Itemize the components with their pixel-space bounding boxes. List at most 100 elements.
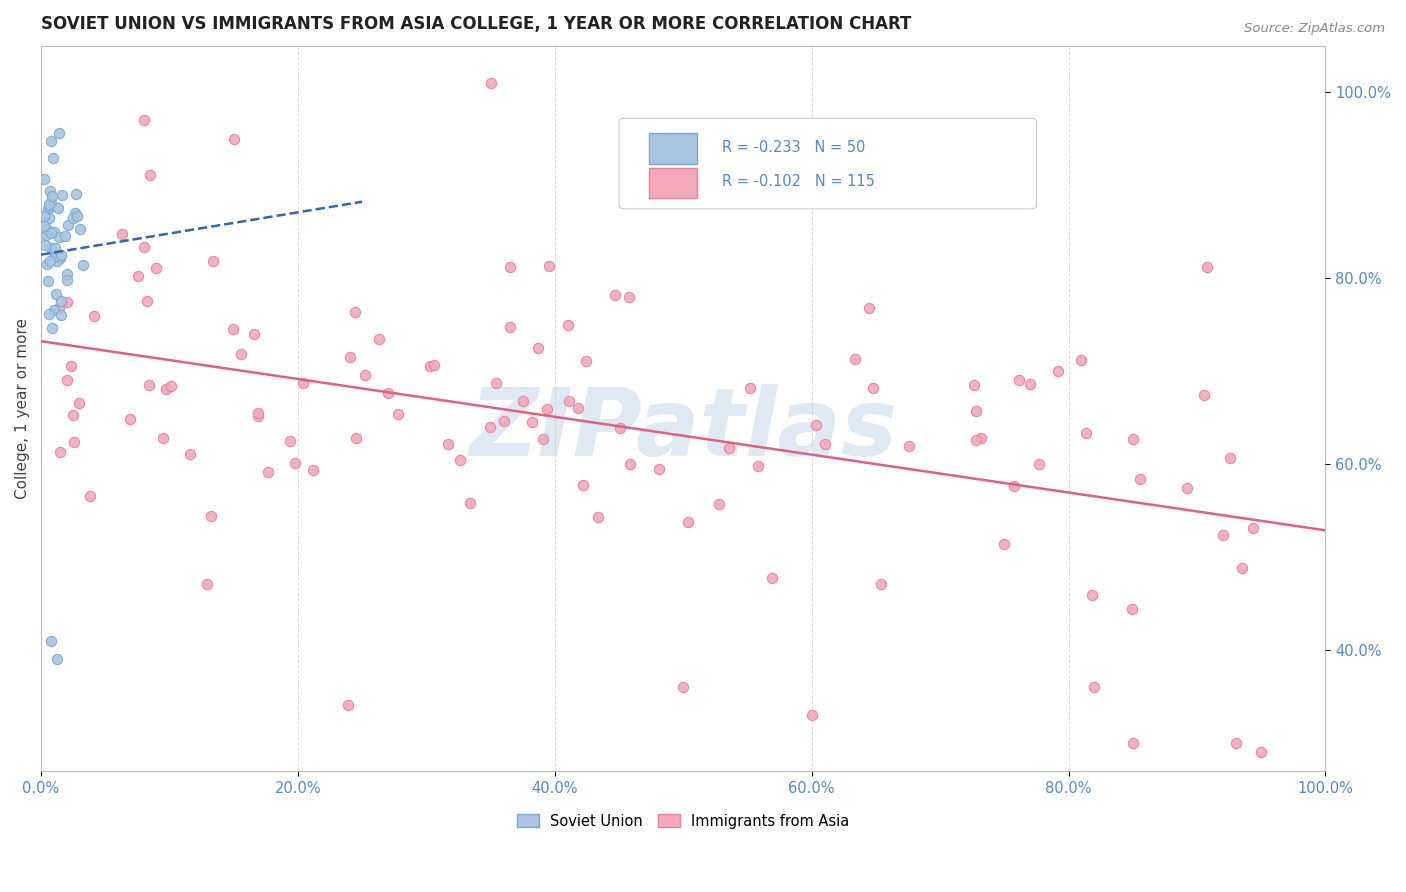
Point bbox=[63, 206, 86, 220]
Point bbox=[1074, 425, 1097, 440]
Point bbox=[49, 293, 72, 308]
Point bbox=[278, 434, 301, 448]
Point bbox=[512, 394, 534, 409]
Point bbox=[844, 351, 866, 366]
Point bbox=[222, 321, 245, 335]
Point bbox=[136, 293, 159, 308]
Point bbox=[1122, 736, 1144, 750]
Point bbox=[1122, 432, 1144, 446]
Point bbox=[256, 465, 278, 479]
Point bbox=[993, 536, 1015, 550]
Point bbox=[56, 273, 79, 287]
Point bbox=[111, 227, 134, 242]
Point bbox=[66, 209, 89, 223]
Point bbox=[39, 254, 62, 268]
Point bbox=[41, 321, 63, 335]
Point bbox=[32, 211, 55, 225]
Point bbox=[197, 576, 219, 591]
Bar bbox=[648, 134, 697, 164]
Point bbox=[34, 238, 56, 252]
Point bbox=[45, 249, 67, 263]
Point bbox=[46, 201, 69, 215]
Point bbox=[527, 341, 550, 355]
Point bbox=[970, 431, 993, 445]
Point bbox=[1070, 352, 1092, 367]
Point bbox=[38, 211, 60, 226]
Point bbox=[42, 302, 65, 317]
Point bbox=[436, 437, 458, 451]
Point bbox=[35, 257, 58, 271]
Point bbox=[1250, 746, 1272, 760]
Point bbox=[676, 515, 699, 529]
Point bbox=[35, 227, 58, 242]
Point bbox=[69, 221, 91, 235]
Point bbox=[32, 219, 55, 233]
Point bbox=[963, 377, 986, 392]
Point bbox=[48, 229, 70, 244]
Point bbox=[858, 301, 880, 316]
Point bbox=[647, 461, 669, 475]
Text: R = -0.102   N = 115: R = -0.102 N = 115 bbox=[721, 174, 875, 189]
Point bbox=[479, 76, 502, 90]
Point bbox=[48, 126, 70, 140]
Point bbox=[499, 320, 522, 334]
Point bbox=[132, 113, 155, 128]
Point bbox=[572, 478, 595, 492]
Point bbox=[200, 508, 222, 523]
Point bbox=[1002, 479, 1025, 493]
Point bbox=[145, 260, 167, 275]
Point bbox=[377, 386, 399, 401]
Point bbox=[567, 401, 589, 416]
Point bbox=[485, 376, 508, 390]
Point bbox=[870, 577, 893, 591]
Point bbox=[965, 433, 987, 447]
Point bbox=[557, 394, 579, 409]
Point bbox=[672, 681, 695, 695]
Point bbox=[39, 241, 62, 255]
Point bbox=[39, 195, 62, 210]
Point bbox=[60, 359, 83, 373]
Point bbox=[45, 287, 67, 301]
Point bbox=[38, 196, 60, 211]
Point bbox=[1046, 364, 1069, 378]
Point bbox=[1081, 589, 1104, 603]
Point bbox=[72, 258, 94, 272]
Point bbox=[449, 453, 471, 467]
Point bbox=[38, 185, 60, 199]
FancyBboxPatch shape bbox=[619, 119, 1036, 209]
Point bbox=[63, 434, 86, 449]
Point bbox=[1177, 481, 1199, 495]
Point bbox=[814, 437, 837, 451]
Point bbox=[138, 377, 160, 392]
Point bbox=[38, 307, 60, 321]
Point bbox=[49, 251, 72, 265]
Point bbox=[533, 432, 555, 446]
Point bbox=[761, 571, 783, 585]
Point bbox=[49, 445, 72, 459]
Point bbox=[292, 376, 315, 390]
Point bbox=[243, 326, 266, 341]
Point bbox=[478, 420, 501, 434]
Point bbox=[65, 186, 87, 201]
Point bbox=[39, 134, 62, 148]
Point bbox=[41, 633, 63, 648]
Text: SOVIET UNION VS IMMIGRANTS FROM ASIA COLLEGE, 1 YEAR OR MORE CORRELATION CHART: SOVIET UNION VS IMMIGRANTS FROM ASIA COL… bbox=[41, 15, 911, 33]
Point bbox=[159, 378, 181, 392]
Point bbox=[247, 409, 270, 423]
Point bbox=[898, 439, 921, 453]
Point bbox=[1195, 260, 1218, 274]
Point bbox=[202, 253, 225, 268]
Point bbox=[127, 268, 149, 283]
Point bbox=[1007, 373, 1029, 387]
Point bbox=[62, 211, 84, 225]
Point bbox=[118, 411, 141, 425]
Point bbox=[67, 395, 90, 409]
Point bbox=[460, 496, 482, 510]
Point bbox=[804, 417, 827, 432]
Point bbox=[800, 708, 823, 723]
Point bbox=[155, 382, 177, 396]
Point bbox=[1028, 458, 1050, 472]
Point bbox=[339, 350, 361, 364]
Point bbox=[56, 295, 79, 310]
Point bbox=[41, 226, 63, 240]
